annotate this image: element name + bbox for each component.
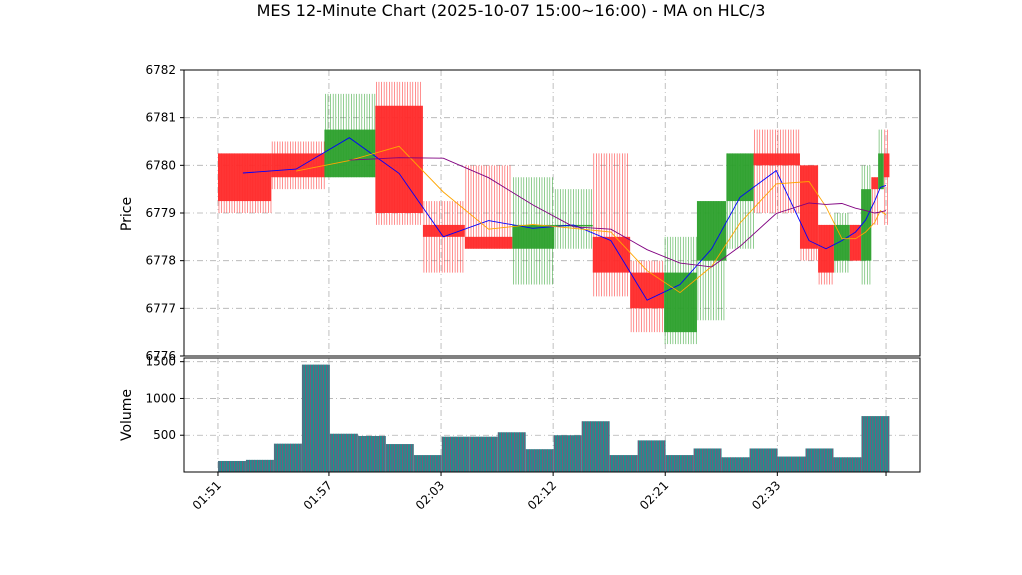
time-tick-label: 02:33 [749, 478, 783, 512]
volume-bar [497, 432, 526, 472]
volume-bar [693, 448, 722, 472]
price-panel: 6776 6777 6778 6779 6780 6781 6782 Price [119, 63, 921, 363]
bar-body [630, 272, 665, 309]
bar-body [422, 224, 465, 237]
bar-body [883, 153, 890, 178]
price-tick-label: 6778 [145, 254, 176, 268]
moving-average-line [242, 137, 887, 301]
volume-bar [329, 433, 358, 472]
price-tick-label: 6779 [145, 206, 176, 220]
down-bar [271, 141, 325, 190]
volume-bar [217, 460, 246, 472]
volume-bar [721, 457, 750, 472]
price-tick-label: 6777 [145, 301, 176, 315]
volume-bar [581, 421, 610, 472]
volume-bar [665, 455, 694, 472]
moving-average-line [349, 157, 887, 268]
volume-bar [833, 457, 862, 472]
time-tick-label: 02:12 [525, 478, 559, 512]
bar-body [271, 153, 325, 178]
volume-bar [637, 440, 666, 472]
bar-body [664, 272, 697, 333]
up-bar [878, 129, 884, 190]
down-bar [592, 153, 631, 297]
bar-body [592, 236, 631, 273]
up-bar [512, 177, 555, 285]
time-x-ticks: 01:51 01:57 02:03 02:12 02:21 02:33 [190, 472, 887, 513]
price-tick-label: 6776 [145, 349, 176, 363]
down-bar [849, 224, 862, 261]
volume-y-ticks: 500 1000 1500 [145, 355, 184, 442]
chart-title: MES 12-Minute Chart (2025-10-07 15:00~16… [257, 1, 766, 20]
bar-body [217, 153, 272, 202]
volume-axis-label: Volume [119, 389, 135, 441]
volume-tick-label: 1000 [145, 391, 176, 405]
volume-bar [441, 436, 470, 472]
down-bar [375, 81, 423, 225]
time-tick-label: 01:51 [190, 478, 224, 512]
price-bars [217, 81, 890, 345]
bar-body [753, 153, 800, 166]
up-bar [833, 213, 850, 273]
price-y-ticks: 6776 6777 6778 6779 6780 6781 6782 [145, 63, 184, 363]
up-bar [861, 165, 872, 285]
volume-bar [525, 449, 554, 472]
bar-body [324, 129, 376, 178]
bar-body [861, 189, 872, 261]
bar-body [512, 224, 555, 249]
down-bar [464, 165, 513, 249]
up-bar [324, 93, 376, 178]
down-bar [422, 201, 465, 273]
volume-tick-label: 1500 [145, 355, 176, 369]
time-tick-label: 01:57 [301, 478, 335, 512]
bar-body [799, 165, 819, 249]
volume-panel: 500 1000 1500 Volume [119, 355, 921, 473]
volume-bar [413, 455, 442, 472]
price-tick-label: 6781 [145, 111, 176, 125]
bar-body [833, 224, 850, 261]
up-bar [664, 236, 697, 345]
volume-bar [245, 459, 274, 472]
volume-bar [469, 436, 498, 472]
price-axis-label: Price [119, 197, 135, 231]
bar-body [849, 224, 862, 261]
volume-bar [385, 444, 414, 472]
bar-body [375, 105, 423, 213]
volume-plot-frame [183, 357, 921, 473]
volume-bar [749, 448, 778, 472]
volume-bar [609, 455, 638, 472]
down-bar [883, 129, 890, 225]
time-tick-label: 02:03 [413, 478, 447, 512]
bar-body [464, 236, 513, 249]
volume-tick-label: 500 [153, 428, 176, 442]
volume-bar [301, 364, 330, 472]
down-bar [799, 165, 819, 261]
volume-bar [805, 448, 834, 472]
volume-bar [861, 416, 890, 472]
time-tick-label: 02:21 [637, 478, 671, 512]
up-bar [554, 189, 593, 249]
down-bar [217, 153, 272, 213]
moving-average-lines [242, 137, 887, 301]
bar-body [878, 153, 884, 190]
up-bar [726, 153, 754, 249]
volume-bar [777, 456, 806, 472]
volume-bar [357, 435, 386, 472]
price-tick-label: 6780 [145, 158, 176, 172]
volume-bar [553, 435, 582, 472]
price-tick-label: 6782 [145, 63, 176, 77]
bar-body [871, 177, 879, 190]
bar-body [726, 153, 754, 202]
volume-bar [273, 443, 302, 472]
bar-body [554, 224, 593, 227]
volume-bars [217, 364, 890, 472]
